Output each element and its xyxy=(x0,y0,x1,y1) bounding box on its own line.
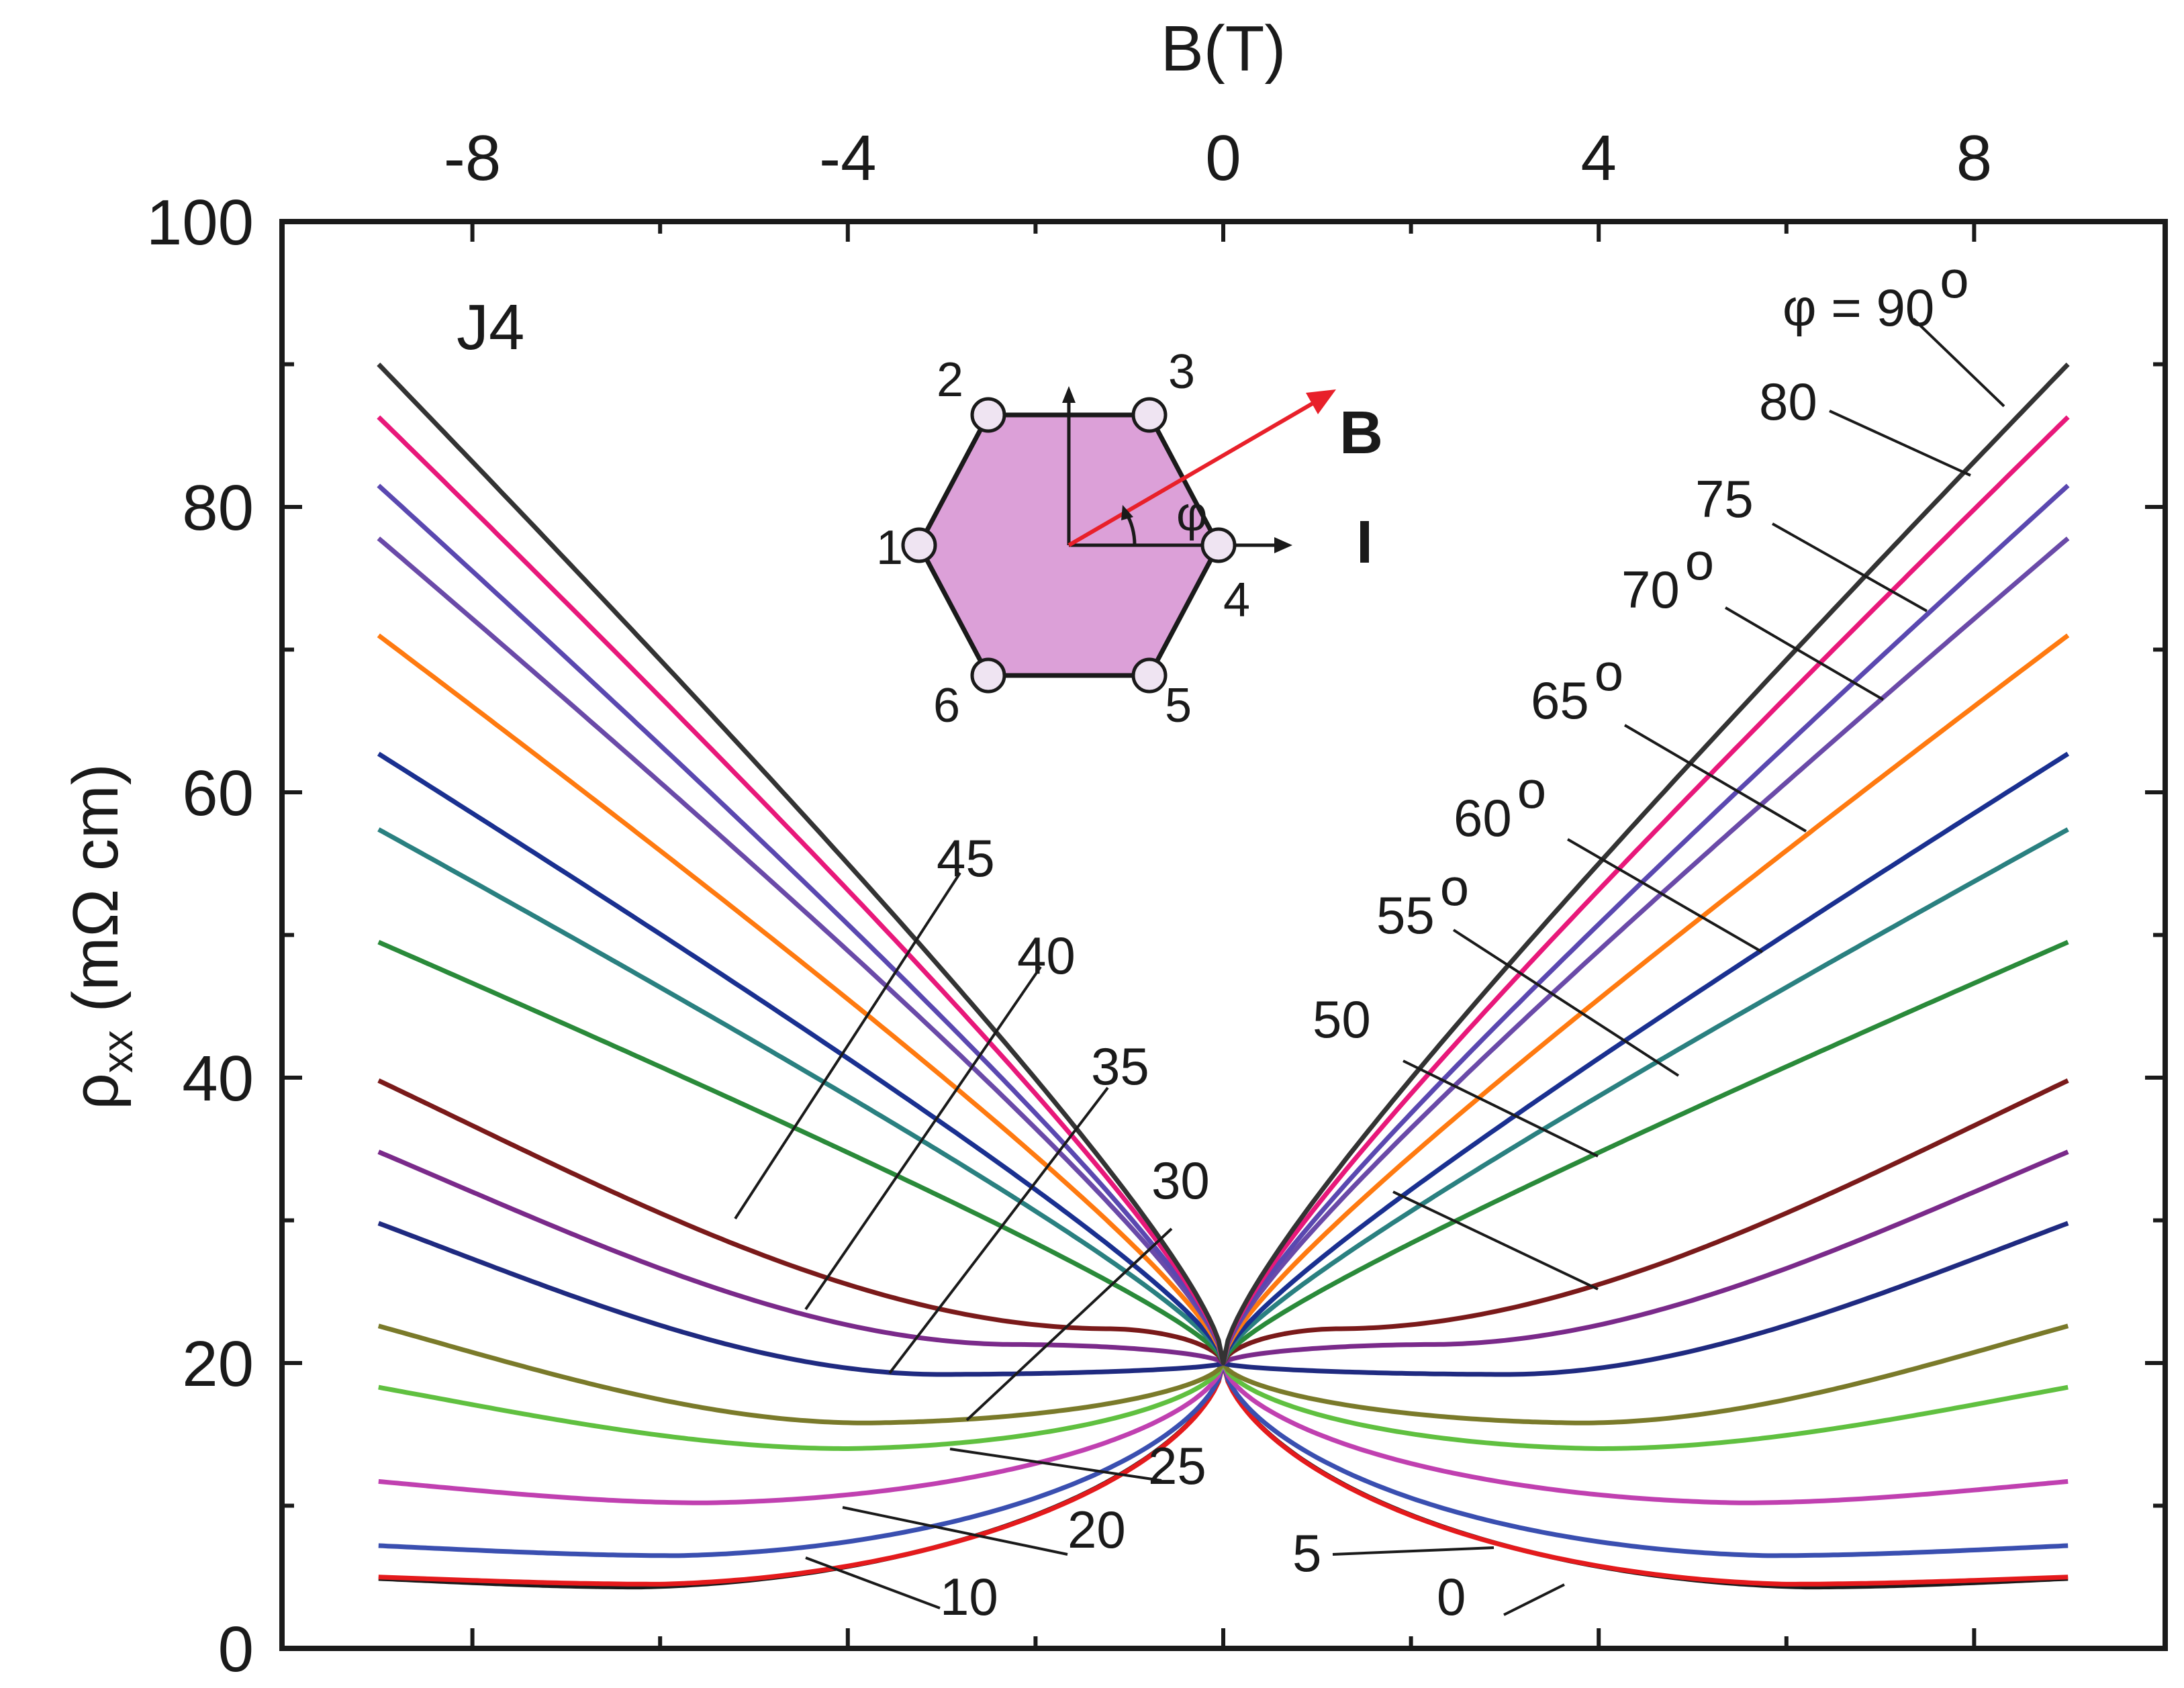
degree-symbol: o xyxy=(1940,250,1968,309)
svg-text:ρxx (mΩ cm): ρxx (mΩ cm) xyxy=(60,763,142,1110)
sample-label: J4 xyxy=(457,291,524,363)
leader-line xyxy=(1829,410,1971,477)
leader-line xyxy=(1452,929,1680,1077)
inset-angle-label: φ xyxy=(1176,487,1208,541)
annotation-label: 65 xyxy=(1531,671,1589,730)
inset-contact-label-6: 6 xyxy=(933,679,960,733)
inset-current-label: I xyxy=(1356,509,1373,576)
degree-symbol: o xyxy=(1517,760,1546,819)
degree-symbol: o xyxy=(1685,532,1714,591)
series-line-60 xyxy=(377,751,2070,1366)
leader-line xyxy=(1724,606,1885,701)
annotation-leader-lines xyxy=(734,318,2005,1616)
inset-contact-5 xyxy=(1131,657,1168,694)
series-line-50 xyxy=(377,939,2069,1366)
leader-line xyxy=(888,1086,1109,1374)
annotation-label: 0 xyxy=(1437,1567,1466,1626)
leader-line xyxy=(965,1227,1173,1421)
annotation-label: 75 xyxy=(1695,469,1754,528)
leader-line xyxy=(949,1448,1162,1482)
leader-line xyxy=(1392,1190,1599,1291)
inset-contact-label-1: 1 xyxy=(876,521,903,575)
annotation-label: 30 xyxy=(1151,1151,1210,1210)
y-axis-title-sub: xx xyxy=(93,1030,142,1073)
y-tick-label: 60 xyxy=(182,757,254,829)
annotation-label: 20 xyxy=(1067,1500,1126,1559)
inset-field-arrow xyxy=(1067,400,1317,547)
inset-contact-3 xyxy=(1131,397,1168,433)
x-tick-label: 0 xyxy=(1205,122,1241,194)
y-tick-label: 80 xyxy=(182,472,254,544)
inset-contact-label-4: 4 xyxy=(1223,573,1250,627)
y-tick-label: 0 xyxy=(218,1613,254,1685)
x-tick-label: 8 xyxy=(1956,122,1992,194)
annotation-label: 40 xyxy=(1017,926,1076,985)
leader-line xyxy=(1403,1060,1599,1158)
y-axis-title-unit: (mΩ cm) xyxy=(60,763,132,1030)
annotation-label: 50 xyxy=(1313,990,1371,1049)
annotation-label: 60 xyxy=(1454,788,1512,847)
y-axis-title: ρxx (mΩ cm) xyxy=(60,763,142,1110)
annotation-label: 55 xyxy=(1376,886,1435,945)
y-tick-label: 20 xyxy=(182,1328,254,1400)
y-tick-label: 40 xyxy=(182,1043,254,1115)
series-line-45 xyxy=(377,1078,2069,1366)
annotation-label: 70 xyxy=(1621,560,1680,619)
series-line-55 xyxy=(377,827,2069,1366)
inset-contact-label-3: 3 xyxy=(1168,345,1195,399)
leader-line xyxy=(1566,838,1764,953)
annotation-label: 45 xyxy=(937,829,995,888)
annotation-label: 25 xyxy=(1148,1436,1206,1495)
x-tick-label: -4 xyxy=(819,122,876,194)
leader-line xyxy=(804,966,1042,1311)
leader-line xyxy=(842,1506,1068,1556)
annotation-label: 10 xyxy=(940,1567,998,1626)
series-line-40 xyxy=(377,1150,2069,1366)
inset-contact-1 xyxy=(901,527,937,563)
y-tick-label: 100 xyxy=(146,187,254,259)
leader-line xyxy=(1503,1583,1565,1616)
inset-current-arrowhead xyxy=(1274,537,1292,553)
series-line-25 xyxy=(378,1360,2069,1451)
inset-angle-arc-arrowhead xyxy=(1121,505,1133,520)
annotation-label: 35 xyxy=(1091,1037,1149,1096)
leader-line xyxy=(805,1556,941,1609)
inset-contact-label-2: 2 xyxy=(937,353,963,407)
inset-contact-label-5: 5 xyxy=(1165,679,1192,733)
inset-sample-diagram: 1 2 3 4 5 6 B I φ xyxy=(876,345,1383,733)
leader-line xyxy=(1332,1546,1494,1556)
inset-vertical-arrowhead xyxy=(1062,386,1076,403)
inset-contact-4 xyxy=(1200,527,1237,563)
leader-line xyxy=(734,872,961,1220)
axis-ticks xyxy=(282,220,2165,1650)
degree-symbol: o xyxy=(1595,643,1623,702)
inset-field-label: B xyxy=(1339,400,1383,467)
inset-field-arrowhead xyxy=(1306,389,1336,414)
degree-symbol: o xyxy=(1440,857,1469,917)
series-line-70 xyxy=(377,536,2070,1366)
x-tick-label: -8 xyxy=(444,122,501,194)
x-tick-label: 4 xyxy=(1581,122,1617,194)
inset-contact-2 xyxy=(970,397,1006,433)
x-axis-title: B(T) xyxy=(1161,13,1286,85)
annotation-label: 80 xyxy=(1759,372,1817,431)
inset-contact-6 xyxy=(970,657,1006,694)
annotation-label: φ = 90 xyxy=(1783,278,1934,337)
leader-line xyxy=(1772,522,1928,612)
annotation-label: 5 xyxy=(1292,1523,1321,1583)
series-line-5 xyxy=(378,1360,2069,1587)
series-line-30 xyxy=(377,1323,2069,1425)
leader-line xyxy=(1623,724,1807,833)
y-axis-title-main: ρ xyxy=(60,1073,132,1110)
leader-line xyxy=(1912,318,2005,408)
series-line-65 xyxy=(377,633,2070,1366)
series-lines xyxy=(377,363,2070,1590)
series-line-90 xyxy=(377,363,2070,1366)
